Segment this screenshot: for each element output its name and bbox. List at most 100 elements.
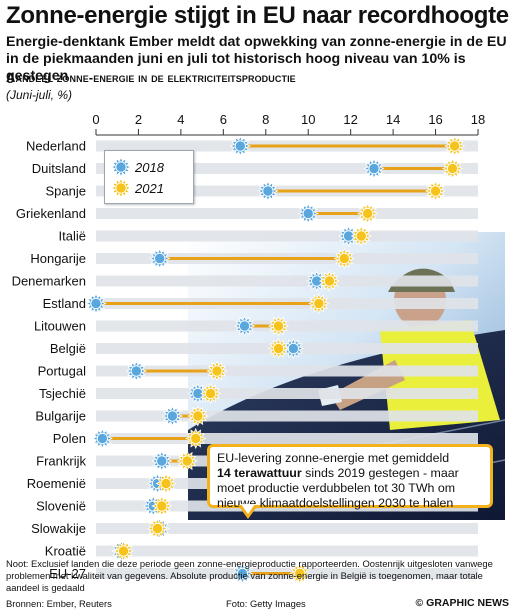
category-label: Griekenland — [16, 206, 86, 221]
point-2021 — [444, 135, 466, 157]
legend-2021-icon — [110, 177, 132, 199]
category-label: Duitsland — [32, 161, 86, 176]
chart-row: Denemarken — [12, 270, 478, 292]
chart-row: Litouwen — [34, 315, 478, 337]
category-label: Frankrijk — [36, 454, 86, 469]
point-2021 — [113, 540, 135, 562]
chart-row: Spanje — [46, 180, 478, 202]
point-2021 — [187, 405, 209, 427]
callout-bold: 14 terawattuur — [217, 466, 302, 480]
chart-row: Duitsland — [32, 157, 478, 180]
category-label: Tsjechië — [39, 386, 86, 401]
point-2018 — [85, 292, 107, 315]
category-label: Slowakije — [31, 521, 86, 536]
point-2021 — [308, 292, 330, 315]
point-2021 — [267, 315, 290, 337]
row-background — [96, 208, 478, 219]
page-title: Zonne-energie stijgt in EU naar recordho… — [6, 2, 509, 29]
category-label: België — [50, 341, 86, 356]
legend-sun-2021 — [110, 177, 132, 199]
x-tick-label: 12 — [343, 112, 357, 127]
row-background — [96, 230, 478, 242]
x-tick-label: 8 — [262, 112, 269, 127]
point-2021 — [146, 517, 169, 540]
point-2021 — [424, 180, 447, 202]
category-label: Bulgarije — [35, 409, 86, 424]
category-label: Denemarken — [12, 274, 86, 289]
point-2018 — [257, 180, 279, 202]
row-background — [96, 388, 478, 399]
legend-2021-label: 2021 — [135, 181, 164, 196]
row-background — [96, 545, 478, 557]
chart-row: Estland — [43, 292, 478, 315]
point-2021 — [318, 270, 341, 292]
callout-tail-inner — [241, 504, 255, 514]
category-label: Litouwen — [34, 319, 86, 334]
point-2018 — [231, 562, 254, 585]
row-background — [96, 433, 478, 444]
category-label: Slovenië — [36, 499, 86, 514]
point-2018 — [149, 247, 171, 270]
footnote: Noot: Exclusief landen die deze periode … — [6, 558, 493, 593]
chart-row: Portugal — [38, 360, 478, 382]
legend-icons — [110, 156, 132, 199]
chart-row: Nederland — [26, 135, 478, 157]
point-2021 — [155, 472, 177, 495]
chart-rows: Nederland Duitsland Spanje Griekenland Itali… — [12, 135, 478, 585]
point-2021 — [333, 247, 355, 270]
category-label: Portugal — [38, 364, 87, 379]
category-label: Spanje — [46, 184, 86, 199]
point-2018 — [161, 405, 183, 427]
point-2021 — [185, 427, 207, 450]
chart-row: Tsjechië — [39, 382, 478, 405]
x-tick-label: 16 — [428, 112, 442, 127]
point-2018 — [363, 157, 385, 180]
x-tick-label: 2 — [135, 112, 142, 127]
legend-sun-2018 — [110, 156, 132, 178]
callout-box: EU-levering zonne-energie met gemiddeld … — [207, 444, 493, 510]
point-2021 — [151, 495, 173, 517]
legend: 2018 2021 — [104, 150, 194, 204]
point-2018 — [187, 382, 209, 405]
chart-title: Aandeel zonne-energie in de elektricitei… — [6, 70, 296, 85]
row-background — [96, 163, 478, 174]
x-tick-label: 4 — [177, 112, 184, 127]
row-background — [96, 410, 478, 422]
point-2018 — [91, 427, 113, 450]
point-2018 — [125, 360, 147, 382]
row-background — [96, 523, 478, 534]
point-2021 — [206, 360, 228, 382]
category-label: Nederland — [26, 139, 86, 154]
x-tick-label: 10 — [301, 112, 315, 127]
brand-credit: © GRAPHIC NEWS — [415, 597, 510, 609]
point-2021 — [350, 225, 372, 247]
point-2018 — [306, 270, 328, 292]
chart-row: Hongarije — [30, 247, 478, 270]
page-subtitle: Energie-denktank Ember meldt dat opwekki… — [6, 34, 507, 84]
point-2021 — [200, 382, 222, 405]
x-axis: 0 2 4 6 8 10 12 14 16 18 — [92, 112, 485, 136]
x-tick-label: 0 — [92, 112, 99, 127]
point-2018 — [229, 135, 251, 157]
chart-row: EU-27 — [49, 562, 478, 585]
legend-2018-icon — [110, 156, 132, 178]
sources: Bronnen: Ember, Reuters — [6, 598, 112, 609]
chart-row: Kroatië — [45, 540, 478, 562]
row-background — [96, 365, 478, 377]
callout-text-2: sinds 2019 gestegen - maar moet producti… — [217, 466, 459, 510]
category-label: Kroatië — [45, 544, 86, 559]
chart-row: België — [50, 337, 478, 360]
point-2021 — [357, 202, 379, 225]
category-label: Estland — [43, 296, 86, 311]
category-label: Roemenië — [27, 476, 86, 491]
category-label: Italië — [59, 229, 86, 244]
point-2021 — [267, 337, 290, 360]
chart-unit: (Juni-juli, %) — [6, 88, 73, 102]
chart-row: Polen — [53, 427, 478, 450]
point-2018 — [233, 315, 256, 337]
x-tick-label: 6 — [220, 112, 227, 127]
x-tick-label: 18 — [471, 112, 485, 127]
point-2021 — [289, 562, 311, 585]
